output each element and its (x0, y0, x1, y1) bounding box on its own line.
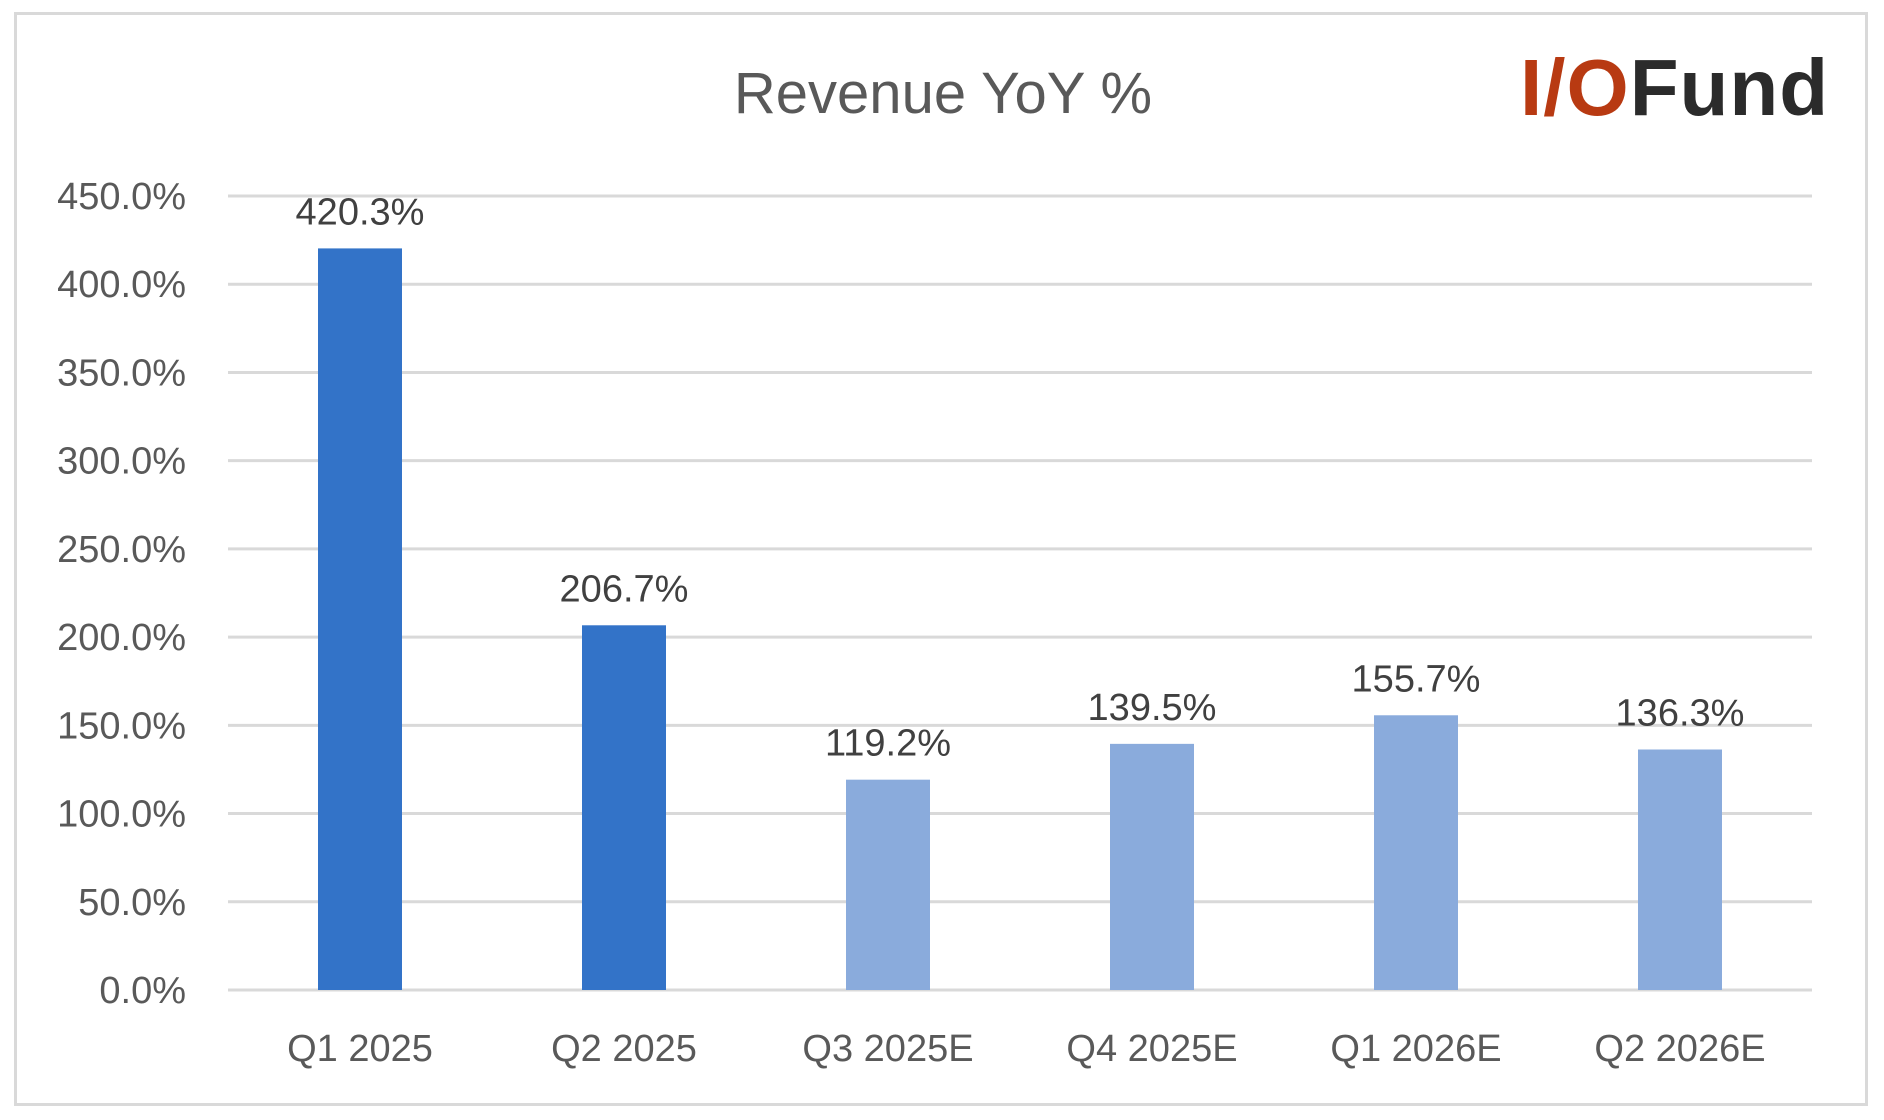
y-tick-label: 100.0% (57, 794, 186, 836)
data-label: 136.3% (1616, 693, 1745, 735)
y-tick-label: 0.0% (99, 970, 186, 1012)
bar (318, 248, 402, 991)
y-tick-label: 150.0% (57, 705, 186, 747)
data-label: 119.2% (825, 723, 951, 765)
x-axis-ticks: Q1 2025 Q2 2025 Q3 2025E Q4 2025E Q1 2026E Q2… (287, 1028, 1765, 1070)
y-tick-label: 450.0% (57, 176, 186, 218)
x-tick-label: Q4 2025E (1066, 1028, 1237, 1070)
y-tick-label: 300.0% (57, 441, 186, 483)
y-tick-label: 350.0% (57, 352, 186, 394)
io-fund-logo: I/OFund (1520, 48, 1829, 128)
bar (1638, 749, 1722, 990)
data-label: 155.7% (1352, 658, 1481, 700)
x-tick-label: Q1 2025 (287, 1028, 433, 1070)
data-label: 139.5% (1088, 687, 1217, 729)
data-labels: 420.3% 206.7% 119.2% 139.5% 155.7% 136.3% (296, 191, 1745, 764)
y-axis-ticks: 0.0% 50.0% 100.0% 150.0% 200.0% 250.0% 300.0% 3… (57, 176, 186, 1012)
bar (582, 625, 666, 990)
x-tick-label: Q2 2026E (1594, 1028, 1765, 1070)
gridlines (228, 194, 1812, 992)
bar (1374, 715, 1458, 990)
data-label: 206.7% (560, 568, 689, 610)
y-tick-label: 250.0% (57, 529, 186, 571)
y-tick-label: 50.0% (78, 882, 186, 924)
x-tick-label: Q2 2025 (551, 1028, 697, 1070)
bar (846, 779, 930, 990)
data-label: 420.3% (296, 191, 425, 233)
y-tick-label: 200.0% (57, 617, 186, 659)
y-tick-label: 400.0% (57, 264, 186, 306)
logo-dark-text: Fund (1629, 43, 1830, 132)
logo-accent-text: I/O (1520, 43, 1630, 132)
x-tick-label: Q1 2026E (1330, 1028, 1501, 1070)
x-tick-label: Q3 2025E (802, 1028, 973, 1070)
bars (318, 248, 1722, 991)
bar (1110, 743, 1194, 990)
chart-title: Revenue YoY % (734, 61, 1152, 126)
